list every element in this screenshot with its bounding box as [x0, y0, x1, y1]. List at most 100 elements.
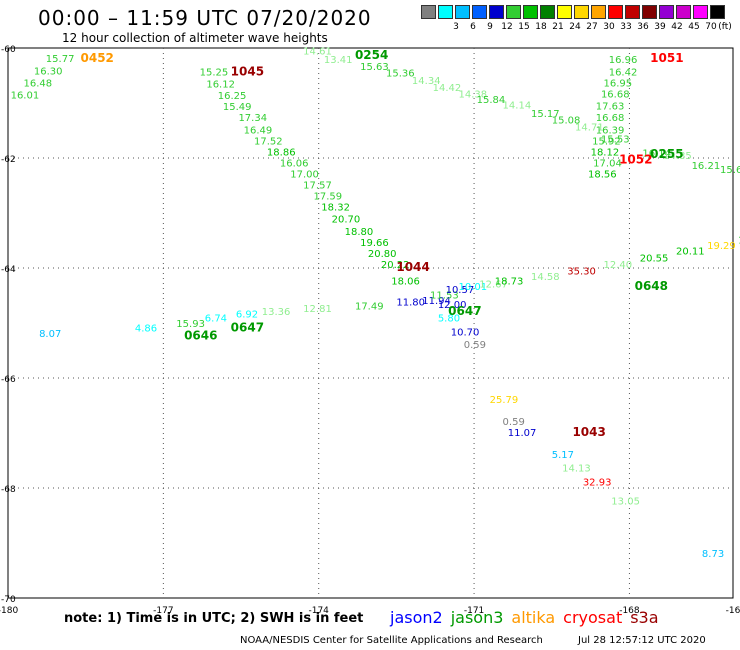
legend-label: 70 [705, 22, 717, 32]
swh-value-label: 8.07 [39, 329, 61, 340]
generation-timestamp: Jul 28 12:57:12 UTC 2020 [578, 635, 706, 646]
swh-value-label: 13.36 [262, 307, 291, 318]
pass-time-label: 1043 [572, 425, 605, 439]
legend-swatch [557, 5, 572, 19]
pass-time-label: 0646 [184, 329, 217, 343]
swh-value-label: 17.34 [238, 113, 267, 124]
swh-value-label: 0.59 [464, 340, 486, 351]
swh-value-label: 5.80 [438, 313, 460, 324]
mission-label: cryosat [563, 608, 623, 627]
x-tick-label: -177 [153, 606, 173, 616]
swh-value-label: 14.71 [575, 123, 604, 134]
legend-unit: (ft) [718, 22, 732, 32]
chart-subtitle: 12 hour collection of altimeter wave hei… [62, 31, 328, 45]
swh-value-label: 16.68 [601, 90, 630, 101]
y-tick-label: -60 [1, 45, 16, 55]
legend-swatch [591, 5, 606, 19]
legend-swatch [540, 5, 555, 19]
legend-swatch [506, 5, 521, 19]
pass-time-label: 1044 [396, 260, 429, 274]
legend-swatch [574, 5, 589, 19]
swh-value-label: 19.66 [360, 238, 389, 249]
swh-value-label: 13.41 [324, 55, 353, 66]
swh-value-label: 18.32 [321, 202, 350, 213]
mission-label: altika [511, 608, 556, 627]
legend-label: 3 [453, 22, 459, 32]
swh-value-label: 14.42 [433, 83, 462, 94]
legend-label: 18 [535, 22, 547, 32]
swh-value-label: 17.04 [593, 158, 622, 169]
plot-frame [7, 47, 734, 599]
swh-value-label: 6.92 [236, 310, 258, 321]
swh-value-label: 17.59 [314, 191, 343, 202]
swh-value-label: 15.63 [360, 62, 389, 73]
legend-label: 12 [501, 22, 513, 32]
legend-swatch [659, 5, 674, 19]
swh-value-label: 15.77 [46, 54, 75, 65]
chart-title: 00:00 – 11:59 UTC 07/20/2020 [38, 6, 372, 30]
swh-value-label: 18.56 [588, 169, 617, 180]
swh-value-label: 12.67 [479, 279, 508, 290]
swh-value-label: 16.68 [596, 113, 625, 124]
swh-value-label: 16.25 [218, 91, 247, 102]
swh-value-label: 16.49 [244, 125, 273, 136]
swh-value-label: 17.00 [290, 169, 319, 180]
swh-value-label: 19.29 [707, 241, 736, 252]
swh-value-label: 20.22 [381, 260, 410, 271]
x-tick-label: -180 [0, 606, 18, 616]
pass-time-label: 1052 [619, 153, 652, 167]
swh-value-label: 14.38 [459, 90, 488, 101]
swh-value-label: 15.36 [386, 69, 415, 80]
legend-swatch [676, 5, 691, 19]
legend-label: 42 [671, 22, 683, 32]
swh-value-label: 15.93 [176, 319, 205, 330]
pass-time-label: 1045 [231, 65, 264, 79]
swh-value-label: 14.58 [531, 272, 560, 283]
legend-swatch [489, 5, 504, 19]
swh-value-label: 14.61 [303, 47, 332, 58]
x-tick-label: -174 [308, 606, 329, 616]
swh-value-label: 15.17 [531, 109, 560, 120]
legend-label: 6 [470, 22, 476, 32]
swh-value-label: 17.49 [355, 301, 384, 312]
swh-value-label: 16.48 [24, 79, 53, 90]
swh-value-label: 25.79 [490, 395, 519, 406]
swh-value-label: 16.42 [609, 68, 638, 79]
swh-value-label: 32.93 [583, 477, 612, 488]
y-tick-label: -66 [1, 375, 16, 385]
swh-value-label: 20.55 [640, 253, 669, 264]
pass-time-label: 0648 [635, 279, 668, 293]
swh-value-label: 20.80 [368, 249, 397, 260]
swh-value-label: 0.59 [503, 417, 525, 428]
swh-value-label: 8.73 [702, 549, 724, 560]
swh-value-label: 10.57 [446, 285, 475, 296]
swh-value-label: 6.74 [205, 313, 227, 324]
swh-value-label: 11.53 [430, 290, 459, 301]
legend-label: 15 [518, 22, 530, 32]
mission-label: jason2 [390, 608, 443, 627]
pass-time-label: 1051 [650, 51, 683, 65]
swh-value-label: 15.92 [592, 136, 621, 147]
swh-value-label: 16.95 [604, 79, 633, 90]
swh-value-label: 16.12 [206, 80, 235, 91]
legend-swatch [472, 5, 487, 19]
legend-label: 21 [552, 22, 564, 32]
swh-value-label: 16.96 [609, 55, 638, 66]
pass-time-label: 0255 [650, 147, 683, 161]
swh-value-label: 17.57 [303, 180, 332, 191]
pass-time-label: 0647 [448, 304, 481, 318]
swh-value-label: 15.53 [601, 135, 630, 146]
swh-value-label: 5.17 [552, 450, 574, 461]
swh-value-label: 18.73 [495, 277, 524, 288]
swh-value-label: 18.86 [267, 147, 296, 158]
legend-swatch [455, 5, 470, 19]
swh-value-label: 10.70 [451, 328, 480, 339]
mission-label: s3a [630, 608, 659, 627]
legend-swatch [693, 5, 708, 19]
legend-swatch [625, 5, 640, 19]
y-tick-label: -70 [1, 595, 16, 605]
legend-label: 39 [654, 22, 666, 32]
swh-value-label: 17.63 [596, 102, 625, 113]
swh-value-label: 18.12 [591, 147, 620, 158]
swh-value-label: 12.40 [604, 260, 633, 271]
